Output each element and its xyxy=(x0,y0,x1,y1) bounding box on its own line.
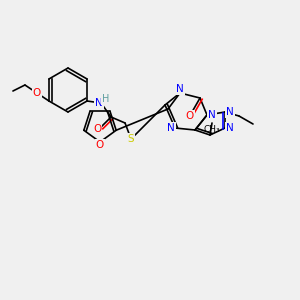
Text: O: O xyxy=(96,140,104,150)
Text: O: O xyxy=(93,124,101,134)
Text: N: N xyxy=(226,107,234,117)
Text: N: N xyxy=(226,123,234,133)
Text: S: S xyxy=(128,134,134,144)
Text: O: O xyxy=(33,88,41,98)
Text: N: N xyxy=(167,123,175,133)
Text: O: O xyxy=(186,111,194,121)
Text: CH₃: CH₃ xyxy=(204,124,220,134)
Text: N: N xyxy=(176,84,184,94)
Text: H: H xyxy=(102,94,110,104)
Text: N: N xyxy=(95,98,103,108)
Text: N: N xyxy=(208,110,216,120)
